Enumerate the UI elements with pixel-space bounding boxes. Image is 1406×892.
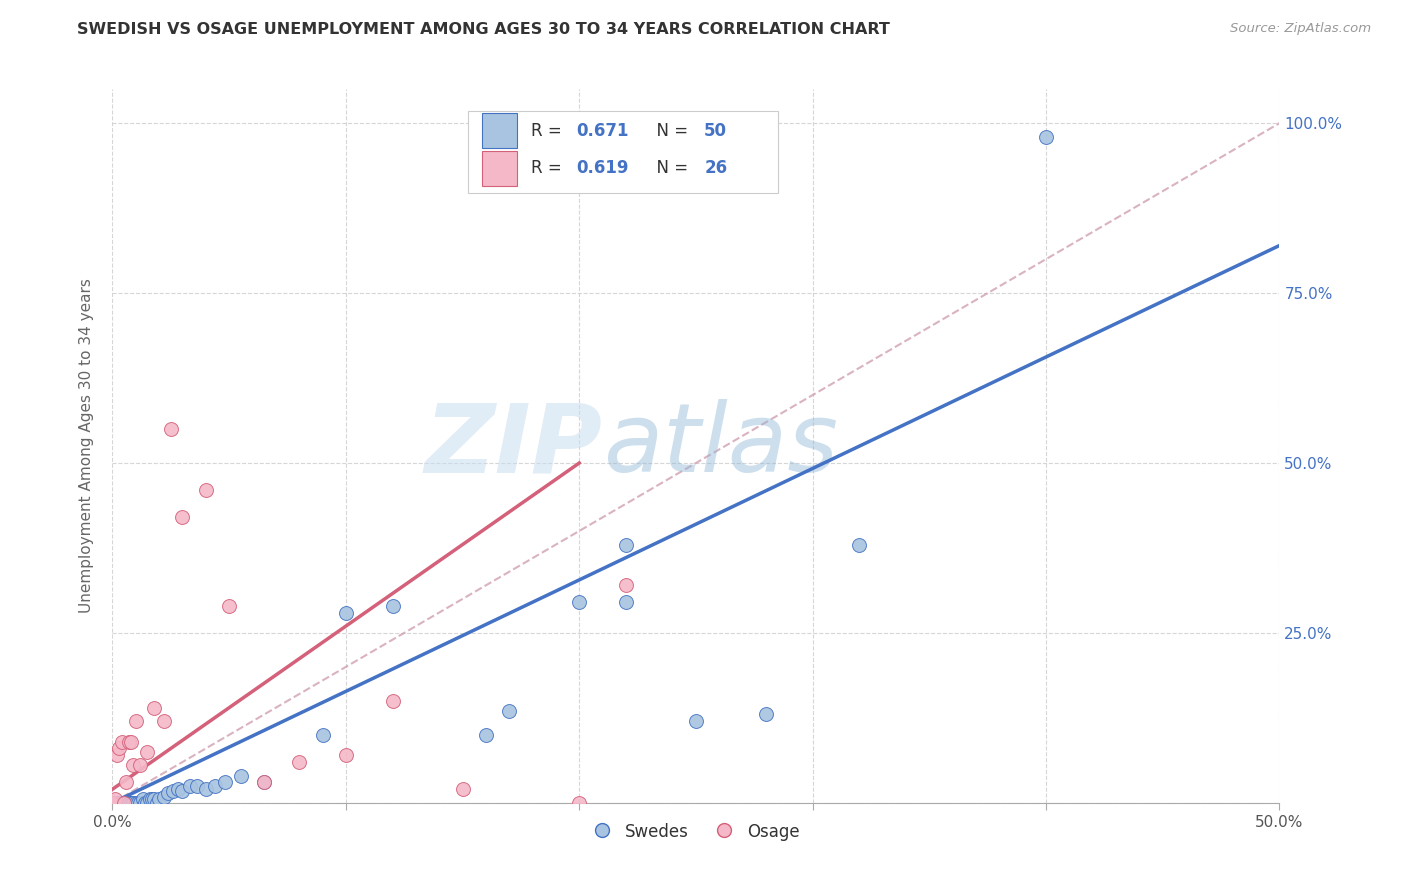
Point [115, 775, 138, 789]
Point [132, 792, 155, 806]
FancyBboxPatch shape [482, 152, 517, 186]
Point [218, 599, 240, 613]
Point [129, 758, 152, 772]
Point [143, 792, 166, 806]
Point [146, 796, 169, 810]
Point [112, 796, 135, 810]
Point [122, 796, 145, 810]
Point [105, 796, 128, 810]
Text: 0.619: 0.619 [576, 160, 628, 178]
Point [166, 782, 188, 797]
Point [194, 483, 217, 498]
Text: N =: N = [645, 160, 693, 178]
Point [111, 796, 134, 810]
Point [311, 728, 333, 742]
Point [118, 796, 141, 810]
Point [118, 734, 141, 748]
FancyBboxPatch shape [468, 111, 778, 193]
Point [162, 783, 184, 797]
Point [335, 606, 357, 620]
Point [112, 796, 135, 810]
Point [475, 728, 498, 742]
Point [136, 745, 159, 759]
Point [186, 779, 208, 793]
Text: 26: 26 [704, 160, 727, 178]
Point [214, 775, 236, 789]
Point [141, 792, 163, 806]
Text: ZIP: ZIP [425, 400, 603, 492]
Point [105, 748, 128, 763]
Point [143, 700, 166, 714]
Point [253, 775, 276, 789]
Point [101, 796, 124, 810]
Point [153, 714, 176, 729]
Point [115, 796, 138, 810]
Point [111, 734, 134, 748]
Point [104, 792, 127, 806]
Point [614, 537, 637, 551]
Point [108, 796, 131, 810]
Point [120, 734, 142, 748]
Point [122, 758, 145, 772]
Point [120, 796, 142, 810]
Point [172, 783, 194, 797]
Point [253, 775, 276, 789]
FancyBboxPatch shape [482, 113, 517, 148]
Point [134, 796, 156, 810]
Point [139, 792, 162, 806]
Point [381, 599, 404, 613]
Point [129, 796, 152, 810]
Point [111, 796, 134, 810]
Y-axis label: Unemployment Among Ages 30 to 34 years: Unemployment Among Ages 30 to 34 years [79, 278, 94, 614]
Point [120, 796, 142, 810]
Point [614, 595, 637, 609]
Point [160, 422, 183, 436]
Point [136, 796, 159, 810]
Text: SWEDISH VS OSAGE UNEMPLOYMENT AMONG AGES 30 TO 34 YEARS CORRELATION CHART: SWEDISH VS OSAGE UNEMPLOYMENT AMONG AGES… [77, 22, 890, 37]
Point [125, 796, 148, 810]
Point [335, 748, 357, 763]
Point [194, 782, 217, 797]
Point [685, 714, 707, 729]
Point [568, 595, 591, 609]
Point [614, 578, 637, 592]
Text: N =: N = [645, 121, 693, 139]
Point [118, 796, 141, 810]
Text: 0.671: 0.671 [576, 121, 628, 139]
Text: 50: 50 [704, 121, 727, 139]
Point [848, 537, 870, 551]
Point [229, 769, 252, 783]
Text: Source: ZipAtlas.com: Source: ZipAtlas.com [1230, 22, 1371, 36]
Point [122, 796, 145, 810]
Point [755, 707, 778, 722]
Point [498, 704, 520, 718]
Point [288, 755, 311, 769]
Point [179, 779, 201, 793]
Point [127, 796, 149, 810]
Point [115, 796, 138, 810]
Point [153, 790, 176, 805]
Point [101, 796, 124, 810]
Point [568, 796, 591, 810]
Point [381, 694, 404, 708]
Point [108, 741, 131, 756]
Point [451, 782, 474, 797]
Point [125, 714, 148, 729]
Text: R =: R = [531, 121, 568, 139]
Legend: Swedes, Osage: Swedes, Osage [585, 816, 807, 848]
Point [157, 786, 180, 800]
Point [172, 510, 194, 524]
Text: atlas: atlas [603, 400, 838, 492]
Point [112, 796, 135, 810]
Point [1035, 129, 1057, 144]
Text: R =: R = [531, 160, 568, 178]
Point [204, 779, 226, 793]
Point [148, 792, 170, 806]
